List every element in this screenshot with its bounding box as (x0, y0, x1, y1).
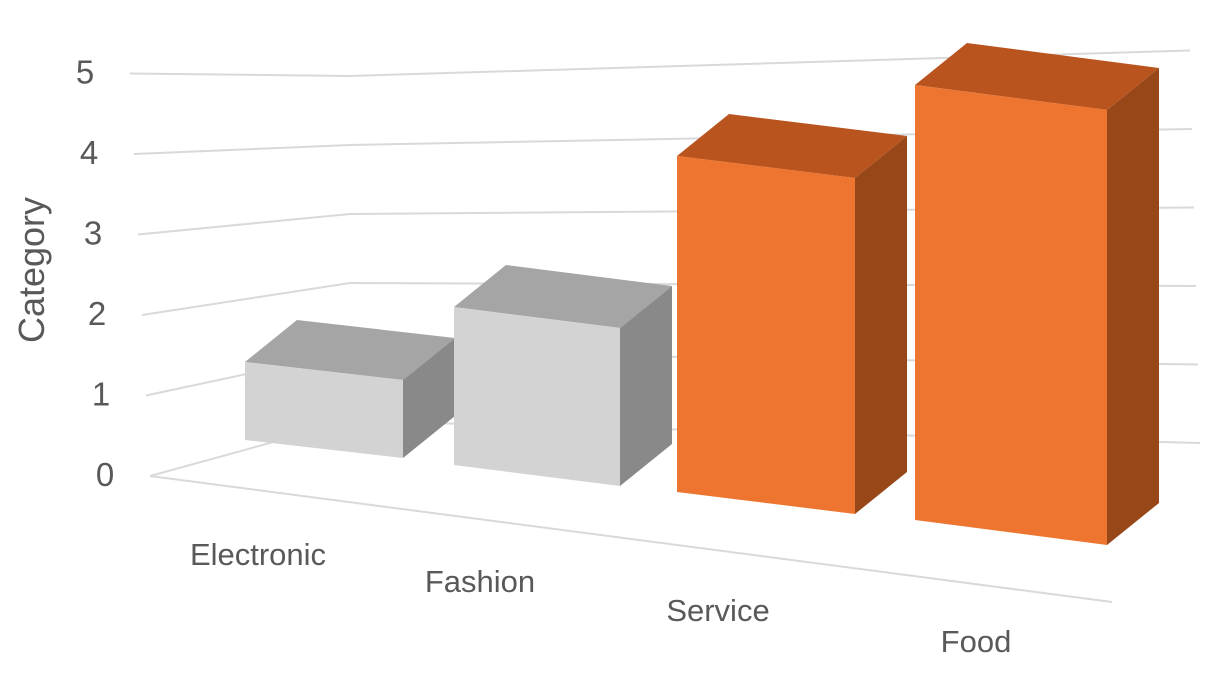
bar-food (915, 43, 1159, 545)
gridline (133, 128, 1193, 155)
bar-side-face (1107, 68, 1159, 545)
bar-fashion (454, 265, 672, 486)
x-category-label: Electronic (190, 537, 326, 572)
bar-front-face (245, 362, 403, 458)
y-tick-label: 1 (92, 376, 110, 413)
y-tick-label: 5 (76, 54, 94, 91)
gridline (137, 206, 1195, 236)
y-tick-label: 4 (80, 134, 98, 171)
x-category-label: Food (941, 624, 1012, 659)
y-tick-label: 3 (84, 215, 102, 252)
bar-side-face (403, 338, 455, 458)
y-tick-label: 2 (88, 295, 106, 332)
gridline (141, 281, 1197, 316)
bar-side-face (620, 286, 672, 486)
bar-top-face (677, 114, 907, 178)
y-axis-title: Category (11, 197, 52, 343)
bars (245, 43, 1159, 545)
y-tick-label: 0 (96, 456, 114, 493)
bar-top-face (245, 320, 455, 380)
y-axis-ticks: 0 1 2 3 4 5 (76, 54, 114, 494)
bar-side-face (855, 136, 907, 514)
x-axis-categories: Electronic Fashion Service Food (190, 537, 1011, 659)
bar-front-face (454, 307, 620, 486)
bar-service (677, 114, 907, 514)
gridline (129, 49, 1191, 78)
bar-front-face (915, 85, 1107, 545)
bar-top-face (915, 43, 1159, 110)
bar-front-face (677, 156, 855, 514)
x-category-label: Fashion (425, 564, 535, 599)
bar-electronic (245, 320, 455, 458)
floor-front-edge (149, 475, 1113, 603)
gridlines (129, 49, 1201, 603)
bar-top-face (454, 265, 672, 328)
x-category-label: Service (666, 593, 769, 628)
